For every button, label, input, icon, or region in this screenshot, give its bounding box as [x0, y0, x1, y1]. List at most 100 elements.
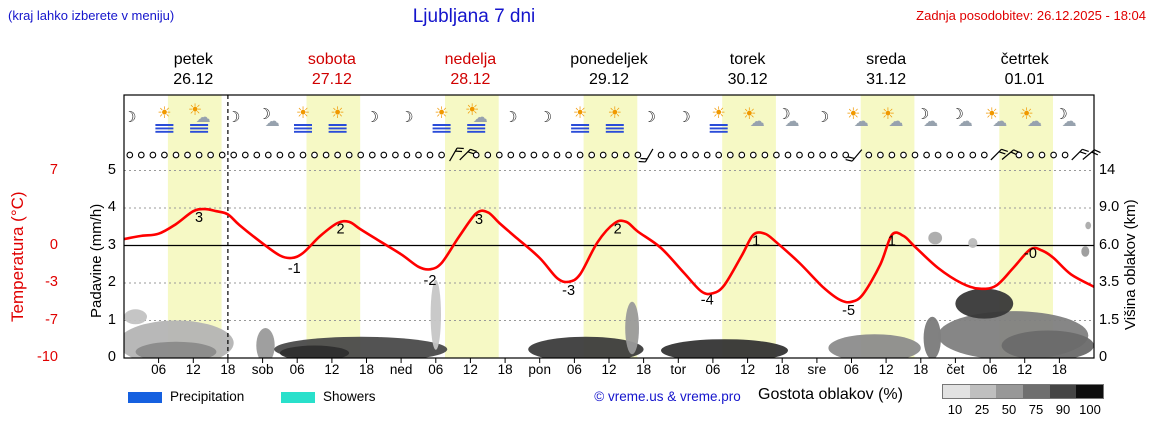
svg-text:☽: ☽ — [950, 106, 963, 123]
wind-calm-icon — [542, 151, 549, 159]
copyright-link[interactable]: © vreme.us & vreme.pro — [594, 389, 741, 404]
precip-tick: 2 — [107, 274, 116, 290]
x-tick-label: sob — [251, 362, 274, 377]
daylight-band — [167, 95, 222, 358]
weather-icon-fog-sun: ☀ — [155, 105, 174, 133]
weather-icon-moon-cloud: ☽☁ — [950, 106, 972, 130]
weather-icon-moon-cloud: ☽☁ — [258, 106, 280, 130]
temperature-line — [124, 207, 1094, 304]
wind-calm-icon — [784, 151, 792, 159]
svg-text:☀: ☀ — [434, 105, 448, 122]
wind-calm-icon — [218, 151, 226, 159]
wind-calm-icon — [900, 151, 907, 159]
wind-calm-icon — [842, 151, 850, 159]
day-header-sreda: sreda 31.12 — [866, 50, 906, 90]
svg-text:☁: ☁ — [750, 113, 765, 130]
svg-text:☽: ☽ — [677, 109, 690, 126]
day-date: 28.12 — [450, 71, 491, 88]
day-date: 31.12 — [866, 71, 907, 88]
weather-icon-fog-sun-cloud: ☀☁ — [188, 102, 211, 133]
daylight-band — [445, 95, 499, 358]
wind-calm-icon — [692, 151, 699, 159]
wind-calm-icon — [357, 151, 365, 159]
temp-value-label: -2 — [424, 273, 437, 289]
wind-calm-icon — [669, 151, 676, 159]
daylight-band — [722, 95, 776, 358]
weather-icon-moon: ☽ — [677, 109, 690, 126]
day-name: sobota — [307, 51, 356, 68]
svg-text:☁: ☁ — [196, 109, 211, 126]
temp-value-label: -0 — [1024, 246, 1037, 262]
svg-text:☽: ☽ — [1054, 106, 1067, 123]
x-tick-label: 18 — [636, 362, 652, 377]
svg-text:☽: ☽ — [816, 109, 829, 126]
svg-text:☽: ☽ — [227, 109, 240, 126]
x-tick-label: 12 — [740, 362, 756, 377]
svg-text:☀: ☀ — [608, 105, 622, 122]
wind-calm-icon — [253, 151, 261, 159]
svg-text:☁: ☁ — [265, 113, 280, 130]
day-name: sreda — [866, 51, 907, 68]
svg-text:☁: ☁ — [785, 113, 800, 130]
precipitation-swatch — [128, 392, 162, 403]
wind-calm-icon — [634, 151, 642, 159]
x-tick-label: 18 — [358, 362, 375, 377]
x-tick-label: 18 — [220, 362, 236, 377]
wind-calm-icon — [888, 151, 896, 159]
cloud-density-label: Gostota oblakov (%) — [758, 386, 903, 403]
wind-calm-icon — [957, 151, 965, 159]
temp-value-label: -3 — [562, 283, 575, 299]
x-tick-label: tor — [670, 362, 687, 377]
svg-text:☀: ☀ — [742, 106, 756, 123]
day-date: 27.12 — [311, 71, 352, 88]
wind-calm-icon — [207, 151, 214, 159]
svg-text:☽: ☽ — [123, 109, 136, 126]
weather-icons-row: ☽ ☀ ☀☁ ☽ ☽☁ ☀ ☀ ☽ ☽ ☀ ☀☁ ☽ ☽ ☀ ☀ ☽ ☽ ☀ ☀☁ ☽☁ ☽ ☀☁ ☀☁ ☽☁ ☽☁ ☀☁ ☀☁ ☽☁ — [123, 102, 1077, 133]
x-tick-label: 06 — [982, 362, 998, 377]
cloud-tick: 14 — [1099, 161, 1116, 178]
wind-calm-icon — [749, 151, 757, 159]
temp-value-label: -5 — [842, 303, 855, 319]
wind-barb — [638, 148, 654, 163]
wind-calm-icon — [495, 151, 503, 159]
day-header-ponedeljek: ponedeljek 29.12 — [570, 50, 647, 90]
wind-calm-icon — [934, 151, 942, 159]
svg-text:☀: ☀ — [881, 106, 895, 123]
precip-tick: 3 — [107, 236, 116, 253]
density-tick: 25 — [974, 402, 990, 417]
wind-calm-icon — [576, 151, 584, 159]
density-tick: 10 — [947, 402, 963, 417]
wind-calm-icon — [877, 151, 884, 159]
wind-calm-icon — [980, 151, 988, 159]
temp-tick: -3 — [45, 274, 58, 290]
precipitation-label: Precipitation — [170, 389, 245, 404]
x-tick-label: ned — [389, 362, 413, 377]
weather-icon-moon: ☽ — [400, 109, 413, 126]
wind-calm-icon — [830, 151, 838, 159]
svg-text:☽: ☽ — [539, 109, 552, 126]
svg-text:☁: ☁ — [473, 109, 488, 126]
x-tick-label: 12 — [324, 362, 340, 377]
weather-icon-moon: ☽ — [366, 109, 379, 126]
weather-icon-sun-cloud: ☀☁ — [1019, 106, 1042, 130]
svg-text:☽: ☽ — [916, 106, 929, 123]
wind-calm-icon — [738, 151, 746, 159]
wind-row — [126, 147, 1101, 163]
weather-icon-moon: ☽ — [643, 109, 656, 126]
svg-text:☀: ☀ — [573, 105, 587, 122]
wind-calm-icon — [726, 151, 734, 159]
day-name: nedelja — [444, 51, 497, 68]
day-name: četrtek — [1000, 51, 1049, 68]
svg-text:☽: ☽ — [258, 106, 271, 123]
day-date: 26.12 — [173, 71, 214, 88]
wind-calm-icon — [865, 151, 873, 159]
svg-text:☀: ☀ — [330, 105, 344, 122]
showers-label: Showers — [323, 389, 376, 404]
precip-tick: 1 — [107, 311, 116, 328]
density-tick: 90 — [1055, 402, 1071, 417]
wind-calm-icon — [184, 151, 191, 159]
weather-icon-moon: ☽ — [816, 109, 829, 126]
weather-icon-moon-cloud: ☽☁ — [1054, 106, 1076, 130]
wind-barb — [1071, 148, 1089, 161]
x-tick-label: 12 — [878, 362, 894, 377]
